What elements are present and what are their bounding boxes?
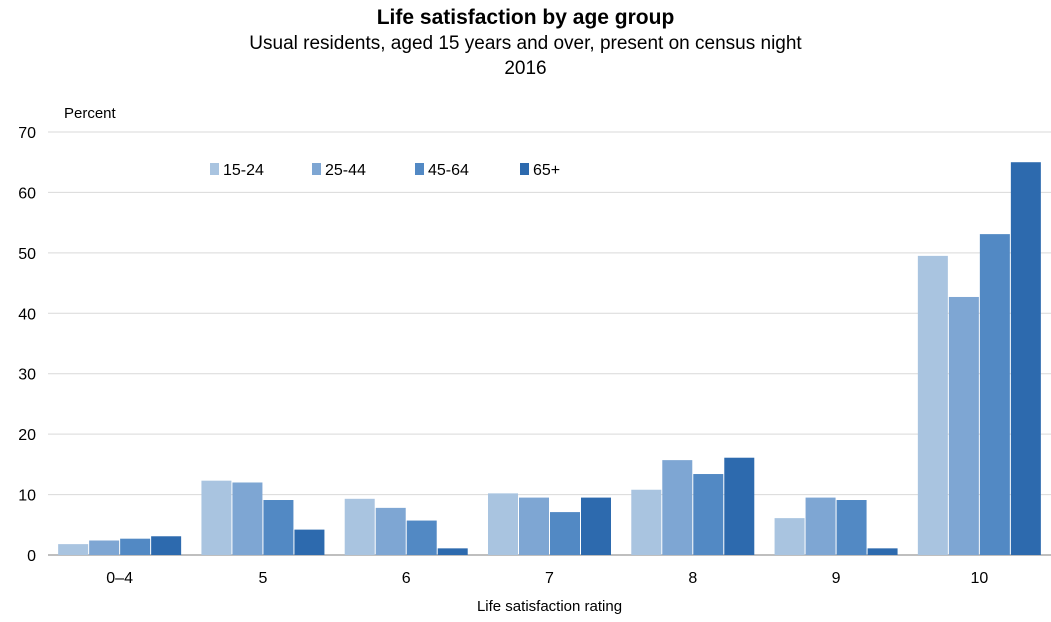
bar <box>120 538 151 555</box>
bar <box>979 234 1010 556</box>
y-tick-label: 70 <box>18 125 36 142</box>
bar <box>263 500 294 555</box>
bar <box>232 482 263 555</box>
legend-swatch <box>210 163 219 175</box>
bar <box>662 460 693 555</box>
x-tick-label: 8 <box>688 570 697 587</box>
y-tick-label: 10 <box>18 488 36 505</box>
bar <box>805 497 836 555</box>
bar <box>406 520 437 555</box>
bar <box>550 512 580 555</box>
bar <box>1010 162 1041 555</box>
y-tick-label: 0 <box>27 548 36 565</box>
bar <box>917 255 948 555</box>
x-tick-label: 0–4 <box>106 570 133 587</box>
bar <box>631 489 662 555</box>
bar <box>201 480 232 555</box>
y-tick-label: 60 <box>18 185 36 202</box>
bar <box>151 536 182 555</box>
bar <box>437 548 468 555</box>
y-tick-label: 30 <box>18 367 36 384</box>
bar <box>693 474 724 555</box>
bar <box>375 507 406 555</box>
legend-label: 45-64 <box>428 162 469 179</box>
legend-swatch <box>312 163 321 175</box>
bar <box>344 498 375 555</box>
y-tick-label: 50 <box>18 246 36 263</box>
y-axis-label: Percent <box>64 105 116 122</box>
x-tick-label: 5 <box>258 570 267 587</box>
bar <box>519 497 549 555</box>
x-tick-label: 7 <box>545 570 554 587</box>
chart-subtitle: Usual residents, aged 15 years and over,… <box>249 33 802 54</box>
chart-title: Life satisfaction by age group <box>376 6 675 29</box>
x-tick-label: 10 <box>970 570 988 587</box>
bar <box>89 540 120 555</box>
legend-label: 65+ <box>533 162 560 179</box>
bar <box>724 457 755 555</box>
y-tick-label: 40 <box>18 306 36 323</box>
bar <box>581 497 611 555</box>
legend-label: 15-24 <box>223 162 264 179</box>
legend-swatch <box>520 163 529 175</box>
bar <box>294 529 325 555</box>
bar <box>58 544 89 555</box>
bar <box>488 493 518 555</box>
bar <box>948 296 979 555</box>
chart-year: 2016 <box>504 58 547 79</box>
x-tick-label: 6 <box>402 570 411 587</box>
bar <box>774 518 805 555</box>
bar <box>836 500 867 555</box>
legend-swatch <box>415 163 424 175</box>
bar <box>867 548 898 555</box>
x-tick-label: 9 <box>832 570 841 587</box>
legend-label: 25-44 <box>325 162 366 179</box>
y-tick-label: 20 <box>18 427 36 444</box>
x-axis-label: Life satisfaction rating <box>476 598 623 615</box>
